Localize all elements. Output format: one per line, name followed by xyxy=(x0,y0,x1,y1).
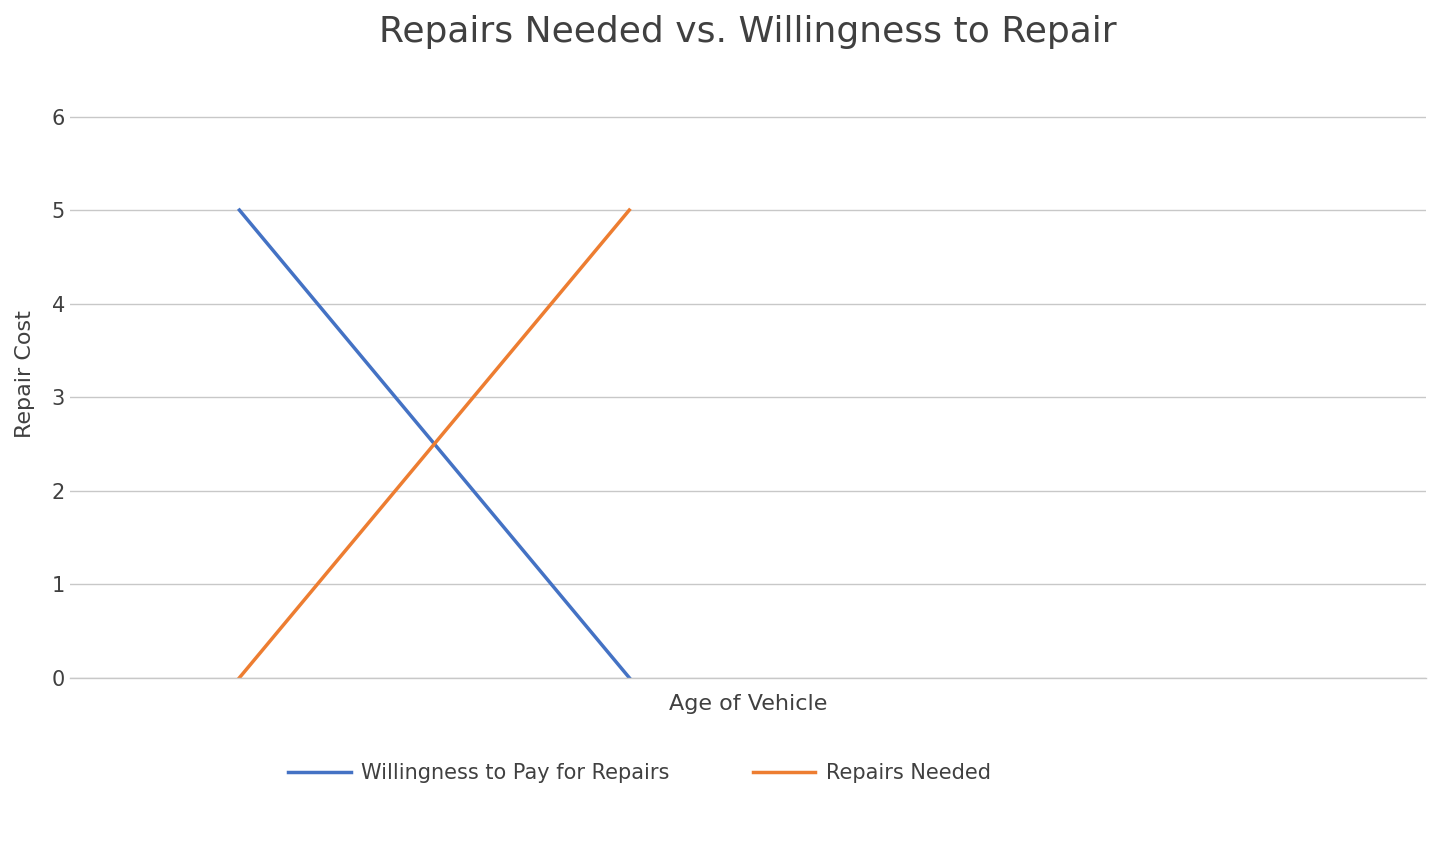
Repairs Needed xyxy=(621,205,638,215)
Willingness to Pay for Repairs xyxy=(231,205,248,215)
Line: Repairs Needed: Repairs Needed xyxy=(239,210,630,678)
Y-axis label: Repair Cost: Repair Cost xyxy=(14,310,35,438)
Line: Willingness to Pay for Repairs: Willingness to Pay for Repairs xyxy=(239,210,630,678)
X-axis label: Age of Vehicle: Age of Vehicle xyxy=(669,694,827,715)
Legend: Willingness to Pay for Repairs, Repairs Needed: Willingness to Pay for Repairs, Repairs … xyxy=(280,755,999,792)
Willingness to Pay for Repairs xyxy=(621,673,638,683)
Title: Repairs Needed vs. Willingness to Repair: Repairs Needed vs. Willingness to Repair xyxy=(379,15,1117,49)
Repairs Needed xyxy=(231,673,248,683)
